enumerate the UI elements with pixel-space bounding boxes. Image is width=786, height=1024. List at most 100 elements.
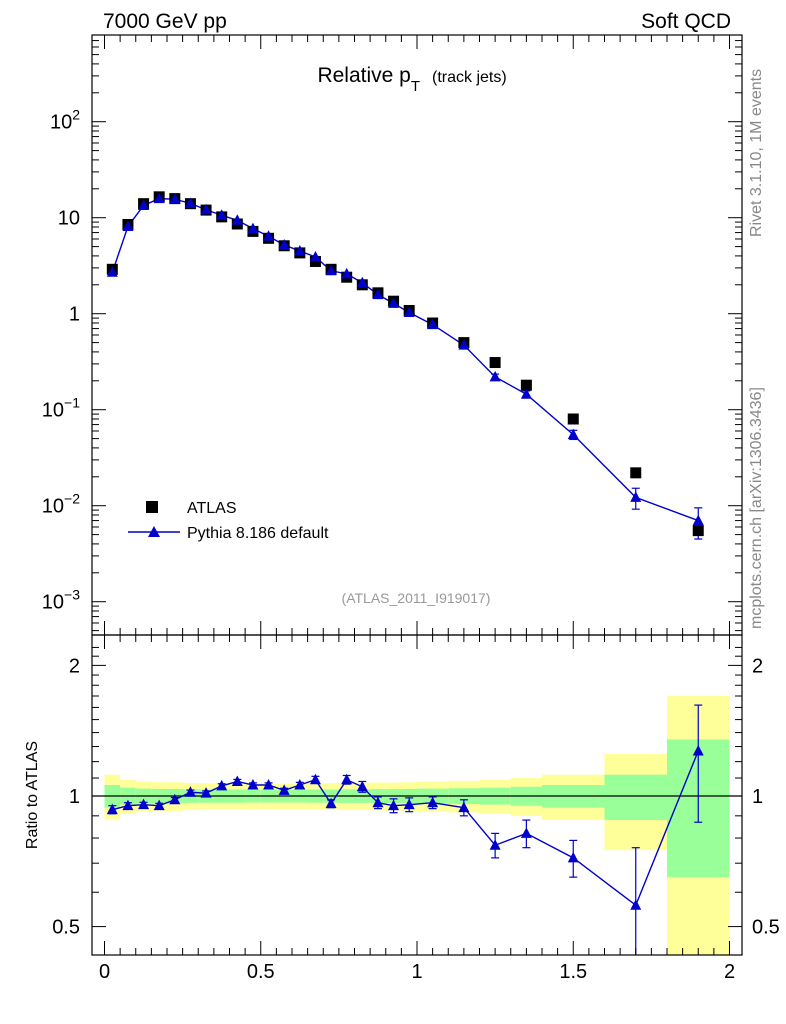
legend-marker-atlas [146,501,158,513]
ratio-point [169,793,181,805]
main-ytick-label: 102 [50,107,80,134]
ratio-point [153,799,165,811]
ratio-point [341,773,353,785]
pythia-point [278,238,290,250]
ratio-point [184,786,196,797]
pythia-point [388,297,400,308]
main-ytick-label-exp: 2 [72,107,80,123]
main-ytick-label-base: 10 [42,400,64,422]
main-ytick-label-base: 10 [50,112,72,134]
header-left: 7000 GeV pp [103,10,227,33]
pythia-point [520,388,532,399]
plot-title: Relative pT [317,64,420,95]
ratio-xtick-label: 0.5 [247,961,275,983]
ratio-ytick-label-left: 2 [69,655,80,677]
pythia-point [372,288,384,300]
mcplots-label: mcplots.cern.ch [arXiv:1306.3436] [748,387,765,629]
atlas-point [309,255,321,267]
analysis-id: (ATLAS_2011_I919017) [342,590,491,606]
ratio-xtick-label: 1.5 [559,961,587,983]
main-plot-area [106,191,704,540]
ratio-xtick-label: 2 [724,961,735,983]
rivet-label: Rivet 3.1.10, 1M events [748,69,765,237]
ratio-point [231,775,243,786]
ratio-point [458,801,470,813]
ratio-point [403,798,415,810]
plot-title-subscript: T [411,78,420,95]
ratio-point [372,796,384,808]
pythia-point [309,250,321,262]
ratio-point [138,798,150,810]
main-ytick-label-exp: −3 [64,587,80,603]
main-ytick-label: 10−2 [42,491,80,518]
pythia-point [263,230,275,241]
ratio-xtick-label: 1 [411,961,422,983]
pythia-point [489,370,501,382]
ratio-point [356,780,368,792]
main-frame [91,34,743,636]
ratio-point [216,779,228,791]
main-ytick-label-base: 10 [42,592,64,614]
atlas-point [520,379,532,391]
pythia-point [138,199,150,210]
main-ytick-label: 10−1 [42,395,80,422]
ratio-axes: 0.5 0.5 1 1 2 2 0 0.5 1 1.5 2 [52,635,780,983]
ratio-ytick-label-left: 0.5 [52,917,80,939]
pythia-point [200,203,212,215]
ratio-point [325,797,337,809]
pythia-point [630,491,642,502]
pythia-point [341,267,353,279]
ratio-point [278,784,290,795]
legend-label-pythia: Pythia 8.186 default [187,525,329,542]
pythia-point [106,266,118,277]
pythia-point [692,514,704,526]
atlas-point [489,357,501,369]
ratio-plot-area [106,704,704,955]
ratio-point [388,799,400,811]
ratio-point [106,803,118,815]
ratio-ylabel: Ratio to ATLAS [24,741,41,849]
ratio-point [520,827,532,838]
ratio-ytick-label-right: 0.5 [752,917,780,939]
atlas-point [692,525,704,537]
ratio-point [200,787,212,798]
main-ytick-label: 10−3 [42,587,80,614]
main-ytick-label: 1 [69,304,80,326]
ratio-bands [92,696,742,955]
ratio-point [692,744,704,756]
pythia-point [153,192,165,204]
pythia-point [184,197,196,208]
pythia-point [231,214,243,225]
ratio-point [489,839,501,850]
ratio-band-green [604,774,667,821]
ratio-ytick-label-right: 2 [752,655,763,677]
legend-label-atlas: ATLAS [187,500,237,517]
ratio-panel: 0.5 0.5 1 1 2 2 0 0.5 1 1.5 2 Ratio to ATLAS [24,634,780,983]
ratio-point [427,796,439,808]
pythia-point [216,209,228,220]
ratio-point [294,779,306,790]
main-ytick-label: 10 [58,208,80,230]
ratio-ytick-label-left: 1 [69,786,80,808]
ratio-xtick-label: 0 [99,961,110,983]
main-ytick-label-exp: −2 [64,491,80,507]
pythia-point [294,244,306,256]
ratio-point [122,799,134,811]
ratio-point [567,851,579,863]
pythia-point [427,318,439,330]
pythia-point [356,276,368,288]
ratio-point [630,899,642,910]
legend: ATLAS Pythia 8.186 default [128,500,329,542]
ratio-point [263,779,275,790]
atlas-point [630,467,642,479]
ratio-ytick-label-right: 1 [752,786,763,808]
pythia-point [122,220,134,231]
ratio-point [309,773,321,785]
main-ytick-label-exp: −1 [64,395,80,411]
pythia-point [403,306,415,317]
header-right: Soft QCD [641,10,731,33]
pythia-line [111,197,699,522]
